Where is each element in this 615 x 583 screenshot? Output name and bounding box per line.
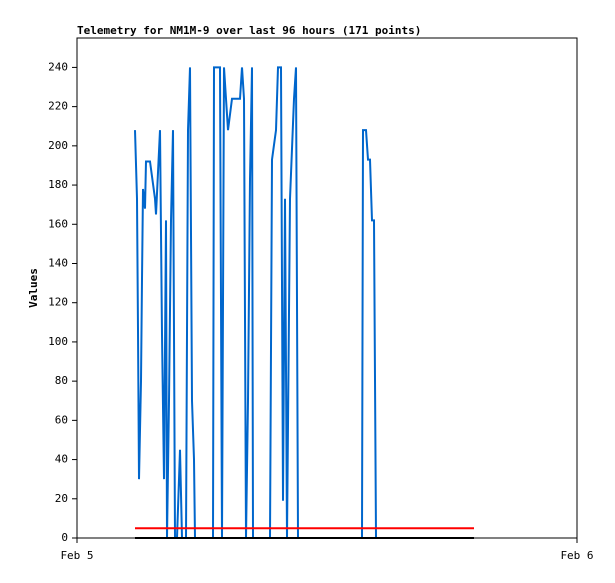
series-line xyxy=(134,66,377,539)
y-tick-label: 60 xyxy=(55,413,68,426)
y-axis-label: Values xyxy=(27,268,40,308)
y-tick-label: 20 xyxy=(55,492,68,505)
y-tick-label: 40 xyxy=(55,453,68,466)
x-tick-label: Feb 6 xyxy=(560,549,593,562)
y-tick-label: 180 xyxy=(48,178,68,191)
y-tick-label: 240 xyxy=(48,60,68,73)
y-tick-label: 220 xyxy=(48,100,68,113)
y-tick-label: 200 xyxy=(48,139,68,152)
y-tick-label: 120 xyxy=(48,296,68,309)
chart-title: Telemetry for NM1M-9 over last 96 hours … xyxy=(77,24,421,37)
y-tick-label: 100 xyxy=(48,335,68,348)
y-tick-label: 80 xyxy=(55,374,68,387)
y-tick-label: 0 xyxy=(61,531,68,544)
x-tick-label: Feb 5 xyxy=(60,549,93,562)
plot-frame xyxy=(76,37,578,539)
y-tick-label: 140 xyxy=(48,256,68,269)
y-tick-label: 160 xyxy=(48,217,68,230)
